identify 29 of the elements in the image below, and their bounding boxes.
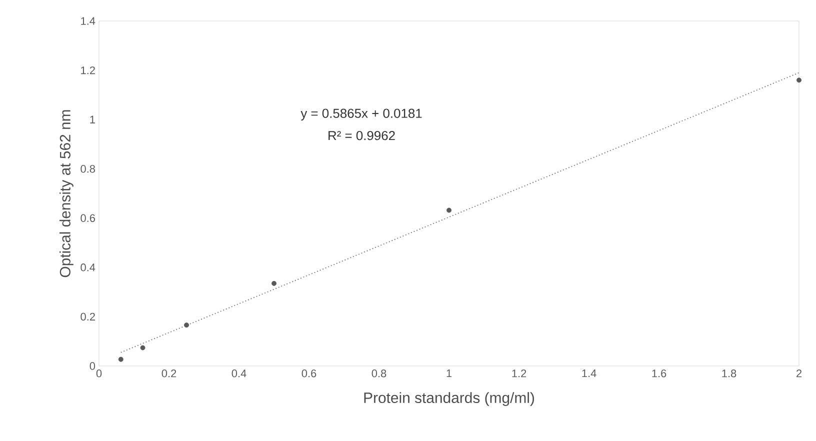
x-tick-label: 1.2 (512, 370, 526, 378)
point (796, 78, 802, 83)
x-tick-label: 1 (446, 370, 452, 378)
y-axis-title: Optical density at 562 nm (59, 110, 74, 278)
x-tick-label: 2 (796, 370, 802, 378)
y-tick-label: 0 (90, 362, 96, 370)
point (140, 345, 146, 350)
x-tick-label: 1.6 (652, 370, 666, 378)
y-tick-label: 1.2 (81, 66, 95, 74)
x-tick-label: 0 (96, 370, 102, 378)
x-tick-label: 0.6 (302, 370, 316, 378)
annotation: R² = 0.9962 (328, 130, 395, 140)
point (446, 208, 452, 213)
y-tick-label: 1.4 (81, 17, 96, 25)
x-tick-label: 1.4 (582, 370, 596, 378)
x-axis-title: Protein standards (mg/ml) (364, 392, 534, 406)
point (272, 280, 276, 286)
y-tick-label: 0.2 (80, 312, 95, 321)
y-tick-label: 0.6 (80, 214, 96, 222)
point (118, 356, 124, 362)
y-tick-label: 0.8 (80, 164, 96, 173)
x-tick-label: 0.8 (372, 370, 386, 378)
y-tick-label: 0.4 (80, 264, 96, 272)
y-tick-label: 1 (90, 116, 95, 124)
x-tick-label: 0.2 (162, 370, 176, 378)
x-tick-label: 0.4 (232, 370, 246, 378)
point (184, 322, 189, 328)
annotation: y = 0.5865x + 0.0181 (300, 108, 422, 120)
x-tick-label: 1.8 (722, 370, 736, 378)
